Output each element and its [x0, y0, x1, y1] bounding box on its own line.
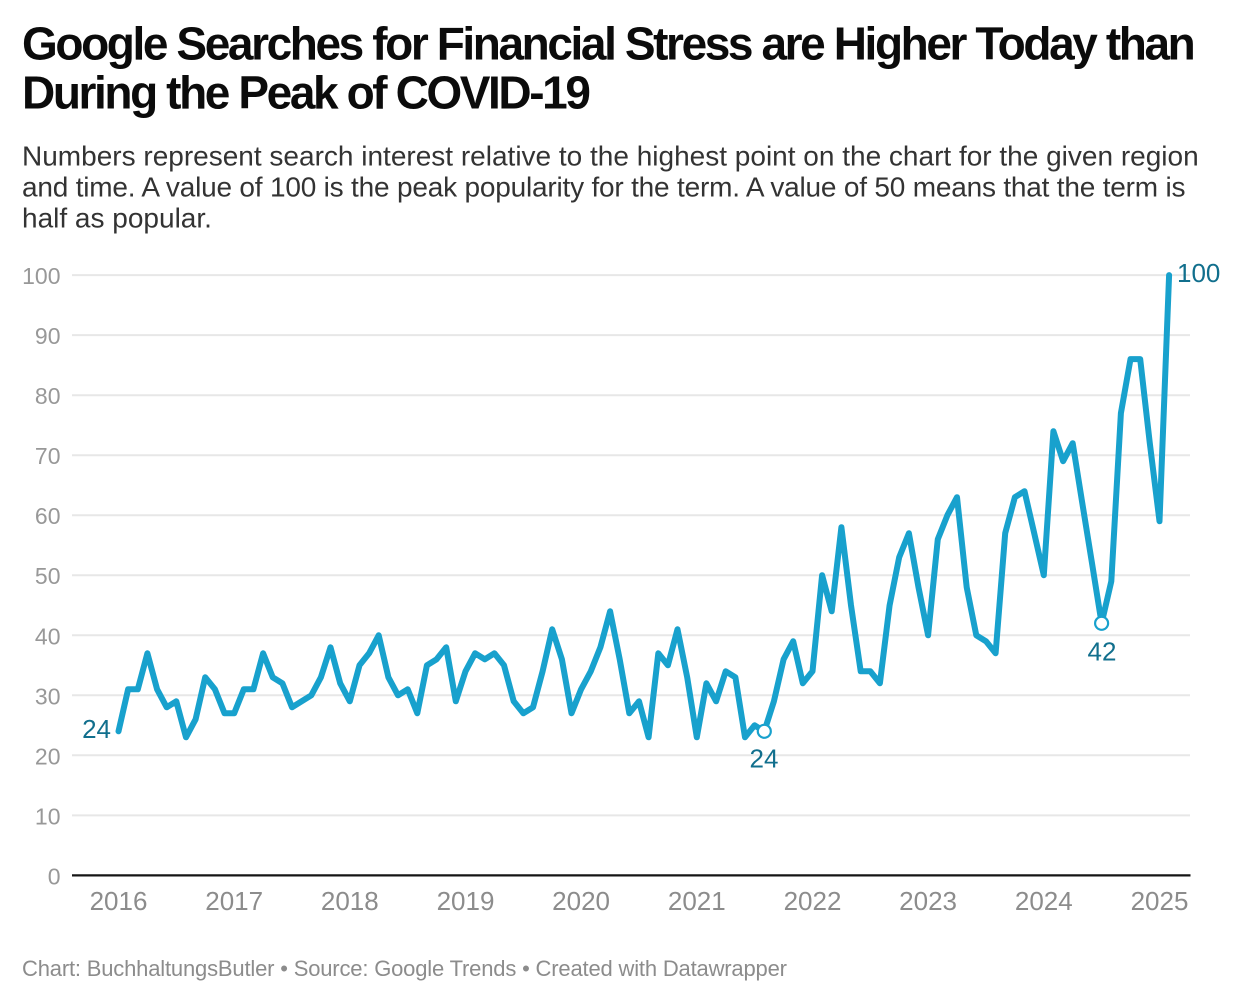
svg-text:During the Peak of COVID-19: During the Peak of COVID-19 [22, 67, 589, 119]
svg-text:2019: 2019 [437, 886, 495, 916]
svg-text:40: 40 [35, 623, 61, 649]
svg-text:2021: 2021 [668, 886, 726, 916]
svg-text:0: 0 [48, 863, 61, 889]
svg-text:Numbers represent search inter: Numbers represent search interest relati… [22, 140, 1199, 171]
svg-text:2023: 2023 [899, 886, 957, 916]
svg-text:24: 24 [82, 714, 111, 744]
svg-text:10: 10 [35, 803, 61, 829]
svg-text:100: 100 [1177, 258, 1220, 288]
svg-text:70: 70 [35, 443, 61, 469]
svg-text:30: 30 [35, 683, 61, 709]
svg-text:42: 42 [1088, 637, 1117, 667]
svg-text:Google Searches for Financial: Google Searches for Financial Stress are… [22, 18, 1194, 70]
svg-text:24: 24 [750, 744, 779, 774]
svg-text:half as popular.: half as popular. [22, 202, 212, 233]
svg-text:2018: 2018 [321, 886, 379, 916]
svg-text:90: 90 [35, 323, 61, 349]
svg-text:2020: 2020 [552, 886, 610, 916]
svg-text:2017: 2017 [205, 886, 263, 916]
svg-text:100: 100 [22, 263, 60, 289]
svg-text:80: 80 [35, 383, 61, 409]
svg-text:2025: 2025 [1131, 886, 1189, 916]
svg-text:and time. A value of 100 is th: and time. A value of 100 is the peak pop… [22, 171, 1185, 202]
svg-text:50: 50 [35, 563, 61, 589]
svg-text:2024: 2024 [1015, 886, 1073, 916]
svg-text:2016: 2016 [90, 886, 148, 916]
svg-text:Chart: BuchhaltungsButler • So: Chart: BuchhaltungsButler • Source: Goog… [22, 956, 787, 981]
svg-text:60: 60 [35, 503, 61, 529]
svg-text:2022: 2022 [784, 886, 842, 916]
svg-text:20: 20 [35, 743, 61, 769]
